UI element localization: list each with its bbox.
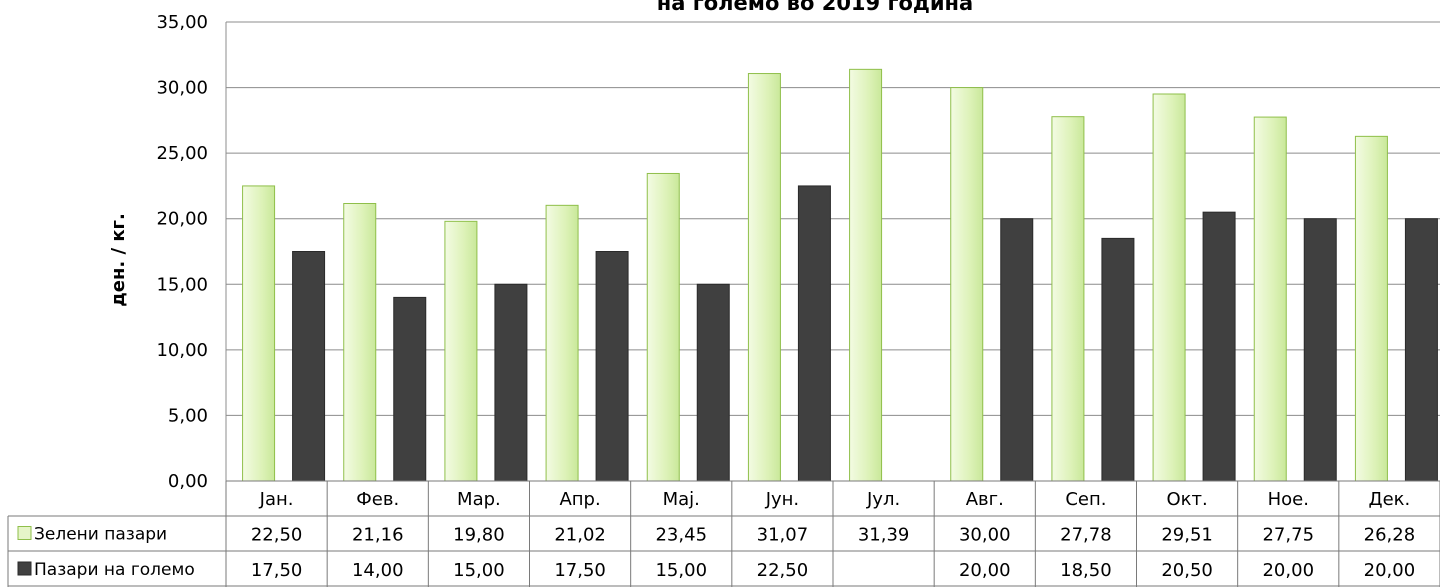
data-table: Јан. Фев. Мар. Апр. Мај. Јун. Јул. Авг. Сеп. Окт.… xyxy=(7,480,1440,587)
data-value-label: 20,00 xyxy=(959,560,1011,581)
x-category-label: Апр. xyxy=(559,489,600,510)
bar-pazari-na-golemo xyxy=(393,296,427,482)
x-category-label: Јул. xyxy=(866,489,900,510)
bar-zeleni-pazari xyxy=(444,220,478,482)
data-value-label: 20,50 xyxy=(1161,560,1213,581)
y-axis-label: ден. / кг. xyxy=(108,213,129,307)
bar-pazari-na-golemo xyxy=(696,283,730,482)
data-value-label: 18,50 xyxy=(1060,560,1112,581)
data-value-label: 26,28 xyxy=(1364,525,1416,546)
bar-zeleni-pazari xyxy=(1152,93,1186,482)
data-value-label: 31,39 xyxy=(858,525,910,546)
chart-title: на големо во 2019 година xyxy=(657,0,973,15)
x-category-label: Јун. xyxy=(765,489,799,510)
data-value-label: 17,50 xyxy=(554,560,606,581)
gridlines xyxy=(225,21,1440,482)
bars xyxy=(242,68,1438,482)
x-category-label: Авг. xyxy=(966,489,1004,510)
y-axis-ticks: 0,00 5,00 10,00 15,00 20,00 25,00 30,00 35,00 xyxy=(156,12,208,492)
data-value-label: 15,00 xyxy=(655,560,707,581)
data-value-label: 14,00 xyxy=(352,560,404,581)
bar-pazari-na-golemo xyxy=(797,185,831,482)
y-tick-label: 15,00 xyxy=(156,274,208,295)
bar-zeleni-pazari xyxy=(747,73,781,482)
x-category-label: Дек. xyxy=(1369,489,1411,510)
x-category-label: Фев. xyxy=(356,489,399,510)
bar-pazari-na-golemo xyxy=(1404,218,1438,482)
bar-zeleni-pazari xyxy=(1354,135,1388,482)
bar-pazari-na-golemo xyxy=(1000,218,1034,482)
bar-zeleni-pazari xyxy=(545,204,579,482)
bar-zeleni-pazari xyxy=(849,68,883,482)
bar-pazari-na-golemo xyxy=(1202,211,1236,482)
series-name: Зелени пазари xyxy=(34,525,167,545)
data-value-label: 30,00 xyxy=(959,525,1011,546)
y-tick-label: 0,00 xyxy=(168,471,208,492)
data-value-label: 15,00 xyxy=(453,560,505,581)
data-value-label: 17,50 xyxy=(251,560,303,581)
x-category-label: Мар. xyxy=(457,489,501,510)
bar-pazari-na-golemo xyxy=(1101,237,1135,482)
data-value-label: 31,07 xyxy=(757,525,809,546)
legend-key xyxy=(17,561,32,576)
x-category-label: Мај. xyxy=(663,489,700,510)
data-value-label: 29,51 xyxy=(1161,525,1213,546)
y-tick-label: 10,00 xyxy=(156,340,208,361)
bar-pazari-na-golemo xyxy=(292,251,326,482)
bar-zeleni-pazari xyxy=(950,87,984,482)
data-value-label: 27,78 xyxy=(1060,525,1112,546)
data-value-label: 27,75 xyxy=(1262,525,1314,546)
bar-zeleni-pazari xyxy=(242,185,276,482)
y-tick-label: 20,00 xyxy=(156,209,208,230)
data-value-label: 20,00 xyxy=(1262,560,1314,581)
data-value-label: 20,00 xyxy=(1364,560,1416,581)
x-category-label: Окт. xyxy=(1166,489,1207,510)
y-tick-label: 35,00 xyxy=(156,12,208,33)
data-value-label: 22,50 xyxy=(757,560,809,581)
data-value-label: 19,80 xyxy=(453,525,505,546)
data-value-label: 21,16 xyxy=(352,525,404,546)
bar-pazari-na-golemo xyxy=(1303,218,1337,482)
y-tick-label: 25,00 xyxy=(156,143,208,164)
y-tick-label: 5,00 xyxy=(168,405,208,426)
data-value-label: 23,45 xyxy=(655,525,707,546)
bar-pazari-na-golemo xyxy=(494,283,528,482)
series-name: Пазари на големо xyxy=(34,560,195,580)
bar-pazari-na-golemo xyxy=(595,251,629,482)
bar-zeleni-pazari xyxy=(1051,116,1085,482)
x-category-label: Сеп. xyxy=(1065,489,1106,510)
x-category-label: Ное. xyxy=(1268,489,1309,510)
bar-zeleni-pazari xyxy=(343,203,377,482)
data-value-label: 22,50 xyxy=(251,525,303,546)
data-value-label: 21,02 xyxy=(554,525,606,546)
bar-zeleni-pazari xyxy=(646,172,680,482)
x-category-label: Јан. xyxy=(259,489,294,510)
legend-key xyxy=(17,526,32,540)
y-tick-label: 30,00 xyxy=(156,78,208,99)
bar-zeleni-pazari xyxy=(1253,116,1287,482)
